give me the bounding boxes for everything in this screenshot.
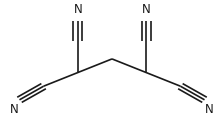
Text: N: N [205, 103, 214, 116]
Text: N: N [142, 3, 151, 16]
Text: N: N [73, 3, 82, 16]
Text: N: N [10, 103, 19, 116]
